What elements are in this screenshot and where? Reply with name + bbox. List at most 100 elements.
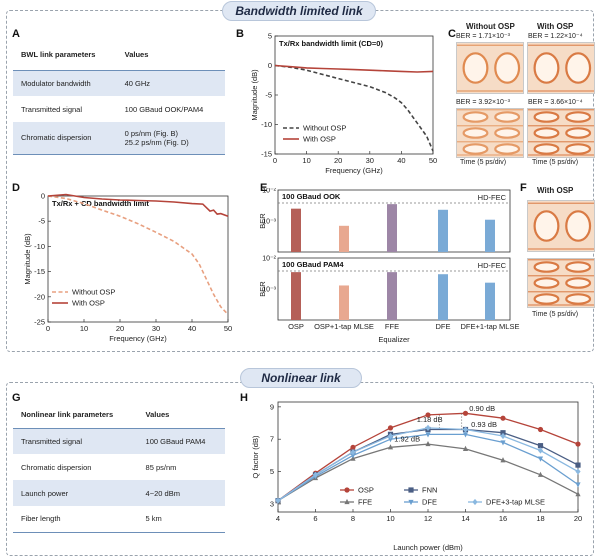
- series-line-with-osp: [274, 64, 434, 73]
- x-tick-label: 12: [424, 514, 432, 523]
- legend-label: FFE: [358, 498, 372, 507]
- marker-diamond: [425, 424, 431, 431]
- y-tick-label: -10: [34, 242, 45, 251]
- table-a-cd-line-2: 25.2 ps/nm (Fig. D): [124, 137, 189, 147]
- marker-triangle-down: [425, 432, 431, 438]
- eye-opening: [565, 293, 592, 305]
- legend-label: DFE+3-tap MLSE: [486, 498, 545, 507]
- y-axis-label: BER: [258, 213, 267, 229]
- c-time-left: Time (5 ps/div): [460, 159, 507, 166]
- y-tick-label: 9: [270, 402, 274, 411]
- c-time-right: Time (5 ps/div): [532, 159, 579, 166]
- marker-circle: [537, 426, 544, 433]
- bar-ffe: [387, 272, 397, 320]
- marker-triangle-down: [387, 437, 394, 443]
- x-tick-label: 10: [80, 324, 88, 333]
- eye-diagram-c-bl: [456, 108, 524, 158]
- eye-opening: [533, 52, 560, 84]
- marker-square: [500, 430, 506, 436]
- y-tick-label: 10⁻³: [262, 287, 276, 294]
- y-tick-label: 0: [268, 61, 272, 70]
- panel-label-f: F: [520, 182, 527, 194]
- x-axis-label: Equalizer: [378, 335, 410, 344]
- c-col-with: With OSP: [537, 22, 574, 31]
- eye-diagram-c-tl: [456, 42, 524, 94]
- legend-label: FNN: [422, 486, 437, 495]
- marker-triangle-up: [344, 498, 350, 505]
- nonlinear-section-title: Nonlinear link: [240, 368, 362, 388]
- plot-frame: [47, 195, 229, 323]
- eye-opening: [565, 277, 592, 289]
- marker-triangle-down: [350, 453, 356, 459]
- marker-triangle-down: [575, 482, 581, 488]
- marker-triangle-down: [462, 432, 469, 438]
- f-time: Time (5 ps/div): [532, 311, 579, 318]
- x-tick-label: 4: [276, 514, 280, 523]
- marker-diamond: [472, 498, 478, 506]
- legend-label: With OSP: [303, 135, 336, 144]
- eye-opening: [565, 52, 592, 84]
- y-axis-label: Magnitude (dB): [23, 233, 32, 285]
- table-g-cell: Chromatic dispersion: [21, 462, 92, 472]
- marker-triangle-down: [500, 440, 506, 446]
- marker-square: [575, 462, 581, 468]
- annotation-label: 0.90 dB: [469, 404, 495, 413]
- c-ber-br: BER = 3.66×10⁻⁴: [528, 99, 583, 106]
- series-line-without-osp: [274, 64, 434, 152]
- x-tick-label: 30: [366, 156, 374, 165]
- y-tick-label: -15: [34, 267, 45, 276]
- table-g-cell: 4~20 dBm: [137, 480, 225, 506]
- panel-label-h: H: [240, 392, 248, 404]
- c-ber-tl: BER = 1.71×10⁻³: [456, 33, 510, 40]
- x-tick-label: 18: [536, 514, 544, 523]
- eye-diagram-f-bottom-image: [528, 259, 594, 307]
- y-tick-label: 0: [41, 192, 45, 201]
- x-category-label: DFE+1-tap MLSE: [461, 322, 520, 331]
- table-g-cell: Launch power: [13, 480, 138, 506]
- eye-opening: [533, 127, 560, 139]
- eye-opening: [533, 111, 560, 123]
- marker-circle: [387, 425, 394, 431]
- bar-osp-1-tap-mlse: [339, 225, 349, 252]
- marker-diamond: [387, 432, 394, 440]
- marker-triangle-up: [387, 444, 394, 450]
- table-a-cell: 100 GBaud OOK/PAM4: [124, 104, 204, 114]
- table-g-cell: 85 ps/nm: [145, 462, 177, 472]
- chart-title: Tx/Rx bandwidth limit (CD=0): [279, 39, 383, 48]
- legend-label: DFE: [422, 498, 437, 507]
- y-tick-label: 10⁻²: [262, 256, 276, 263]
- y-tick-label: 7: [270, 435, 274, 444]
- eye-diagram-c-br-image: [528, 109, 594, 157]
- marker-circle: [344, 487, 350, 493]
- marker-square: [537, 443, 544, 449]
- y-axis-label: Magnitude (dB): [250, 69, 259, 121]
- chart-title: Tx/Rx + CD bandwidth limit: [52, 199, 149, 208]
- bar-dfe-1-tap-mlse: [485, 282, 495, 320]
- panel-label-c: C: [448, 28, 456, 40]
- marker-circle: [500, 415, 506, 421]
- hd-fec-label: HD-FEC: [478, 193, 507, 202]
- eye-opening: [462, 127, 489, 139]
- eye-opening: [494, 52, 521, 84]
- x-tick-label: 8: [351, 514, 355, 523]
- bar-osp: [291, 208, 301, 252]
- x-tick-label: 40: [188, 324, 196, 333]
- eye-opening: [462, 143, 489, 155]
- panel-label-g: G: [12, 392, 21, 404]
- series-line-with-osp: [47, 193, 229, 217]
- table-a-cell: 40 GHz: [116, 70, 225, 96]
- marker-triangle-up: [537, 471, 544, 477]
- y-tick-label: -15: [261, 150, 272, 159]
- bar-ffe: [387, 204, 397, 252]
- x-tick-label: 20: [334, 156, 342, 165]
- annotation-label: 1.18 dB: [417, 415, 443, 424]
- bar-osp-1-tap-mlse: [339, 285, 349, 320]
- legend-label: OSP: [358, 486, 374, 495]
- eye-opening: [533, 210, 560, 242]
- x-tick-label: 16: [499, 514, 507, 523]
- marker-circle: [462, 410, 469, 416]
- table-a-header-value: Values: [116, 40, 225, 71]
- bar-panel-title: 100 GBaud OOK: [282, 192, 341, 201]
- marker-triangle-up: [500, 457, 506, 463]
